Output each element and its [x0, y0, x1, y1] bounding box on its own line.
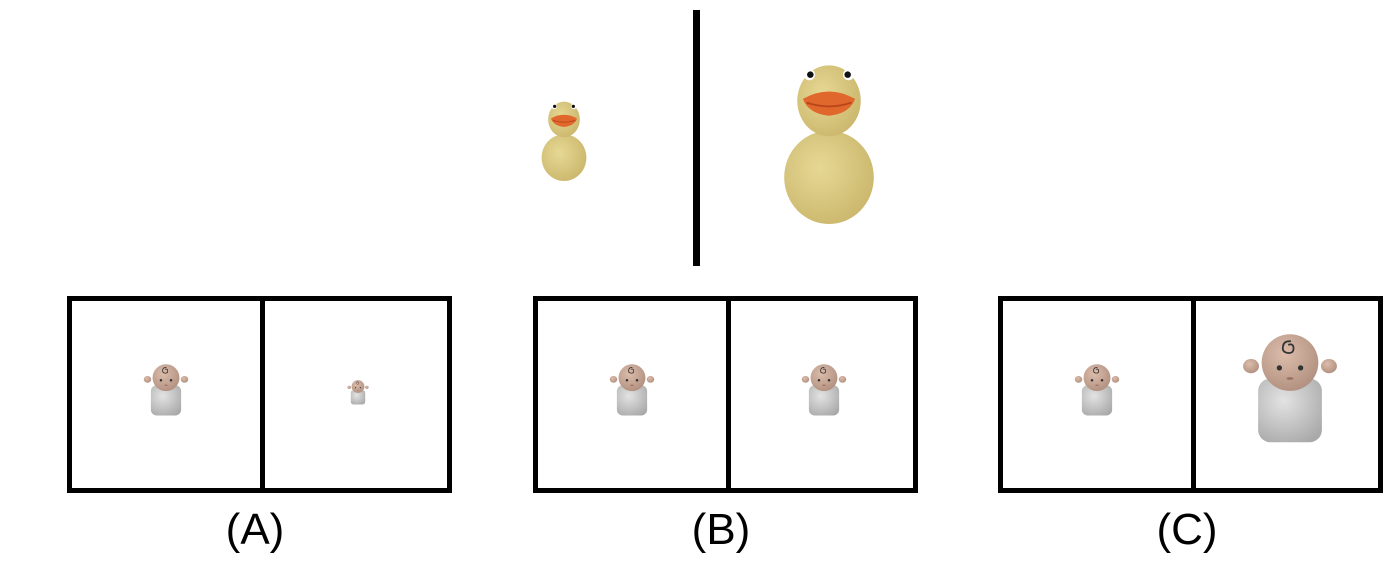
option-c-label: (C) [1156, 505, 1218, 554]
baby-image-right [347, 379, 369, 405]
baby-image-left [609, 363, 655, 416]
option-b-divider [726, 301, 731, 488]
baby-image-right [1242, 333, 1338, 444]
large-duck-image [783, 64, 875, 225]
baby-image-right [801, 363, 847, 416]
small-duck-image [541, 101, 587, 182]
option-c-panel[interactable] [998, 296, 1383, 493]
option-a-label: (A) [225, 505, 285, 554]
option-b-panel[interactable] [533, 296, 918, 493]
option-b-label: (B) [691, 505, 751, 554]
option-a-panel[interactable] [67, 296, 452, 493]
baby-image-left [143, 363, 189, 416]
option-c-divider [1191, 301, 1196, 488]
reference-divider [693, 10, 700, 266]
option-a-divider [260, 301, 265, 488]
baby-image-left [1074, 363, 1120, 416]
